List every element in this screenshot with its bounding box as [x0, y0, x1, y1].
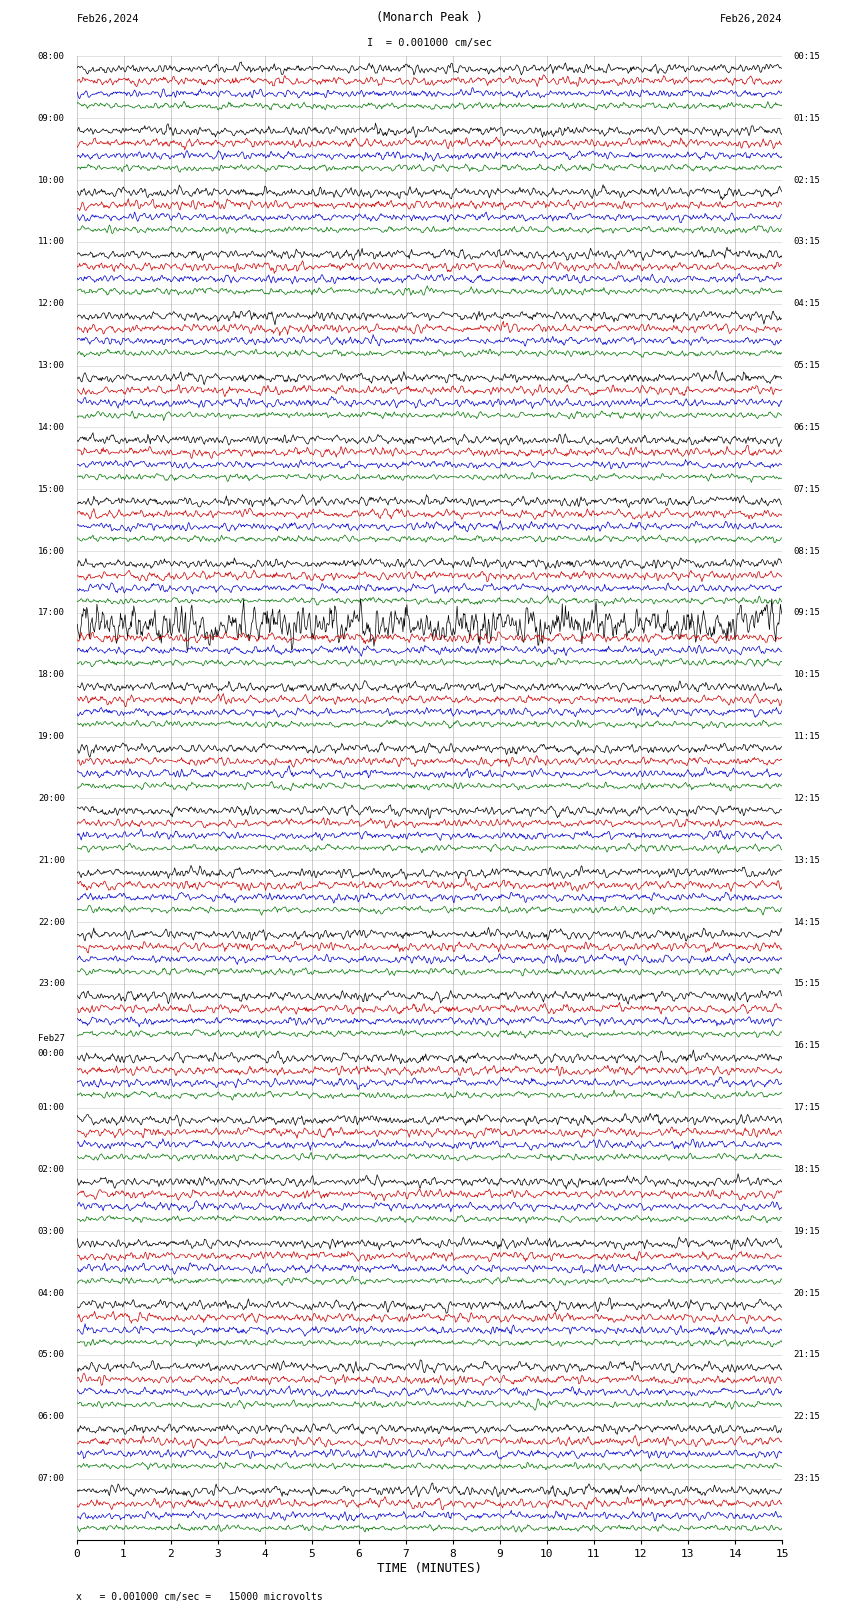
Text: 06:15: 06:15 [794, 423, 820, 432]
Text: I  = 0.001000 cm/sec: I = 0.001000 cm/sec [366, 37, 492, 47]
Text: 01:00: 01:00 [38, 1103, 65, 1111]
Text: 20:00: 20:00 [38, 794, 65, 803]
Text: 22:15: 22:15 [794, 1413, 820, 1421]
Text: 08:00: 08:00 [38, 52, 65, 61]
Text: 03:15: 03:15 [794, 237, 820, 247]
Text: 17:00: 17:00 [38, 608, 65, 618]
Text: 13:15: 13:15 [794, 857, 820, 865]
Text: 23:00: 23:00 [38, 979, 65, 989]
Text: 12:00: 12:00 [38, 300, 65, 308]
Text: 01:15: 01:15 [794, 115, 820, 123]
Text: Feb26,2024: Feb26,2024 [719, 15, 782, 24]
Text: 12:15: 12:15 [794, 794, 820, 803]
Text: 11:15: 11:15 [794, 732, 820, 740]
Text: Feb27: Feb27 [38, 1034, 65, 1042]
Text: 10:15: 10:15 [794, 671, 820, 679]
Text: 16:15: 16:15 [794, 1042, 820, 1050]
Text: 03:00: 03:00 [38, 1227, 65, 1236]
Text: 15:15: 15:15 [794, 979, 820, 989]
X-axis label: TIME (MINUTES): TIME (MINUTES) [377, 1563, 482, 1576]
Text: 18:15: 18:15 [794, 1165, 820, 1174]
Text: 09:00: 09:00 [38, 115, 65, 123]
Text: 19:15: 19:15 [794, 1227, 820, 1236]
Text: 06:00: 06:00 [38, 1413, 65, 1421]
Text: 07:15: 07:15 [794, 486, 820, 494]
Text: x   = 0.001000 cm/sec =   15000 microvolts: x = 0.001000 cm/sec = 15000 microvolts [76, 1592, 323, 1602]
Text: 18:00: 18:00 [38, 671, 65, 679]
Text: 14:00: 14:00 [38, 423, 65, 432]
Text: 13:00: 13:00 [38, 361, 65, 369]
Text: (Monarch Peak ): (Monarch Peak ) [376, 11, 483, 24]
Text: 00:15: 00:15 [794, 52, 820, 61]
Text: 05:15: 05:15 [794, 361, 820, 369]
Text: 02:15: 02:15 [794, 176, 820, 184]
Text: 15:00: 15:00 [38, 486, 65, 494]
Text: 10:00: 10:00 [38, 176, 65, 184]
Text: 17:15: 17:15 [794, 1103, 820, 1111]
Text: 02:00: 02:00 [38, 1165, 65, 1174]
Text: Feb26,2024: Feb26,2024 [76, 15, 139, 24]
Text: 07:00: 07:00 [38, 1474, 65, 1482]
Text: 04:15: 04:15 [794, 300, 820, 308]
Text: 22:00: 22:00 [38, 918, 65, 926]
Text: 14:15: 14:15 [794, 918, 820, 926]
Text: 20:15: 20:15 [794, 1289, 820, 1297]
Text: 00:00: 00:00 [38, 1048, 65, 1058]
Text: 21:15: 21:15 [794, 1350, 820, 1360]
Text: 21:00: 21:00 [38, 857, 65, 865]
Text: 04:00: 04:00 [38, 1289, 65, 1297]
Text: 23:15: 23:15 [794, 1474, 820, 1482]
Text: 05:00: 05:00 [38, 1350, 65, 1360]
Text: 08:15: 08:15 [794, 547, 820, 555]
Text: 19:00: 19:00 [38, 732, 65, 740]
Text: 11:00: 11:00 [38, 237, 65, 247]
Text: 16:00: 16:00 [38, 547, 65, 555]
Text: 09:15: 09:15 [794, 608, 820, 618]
